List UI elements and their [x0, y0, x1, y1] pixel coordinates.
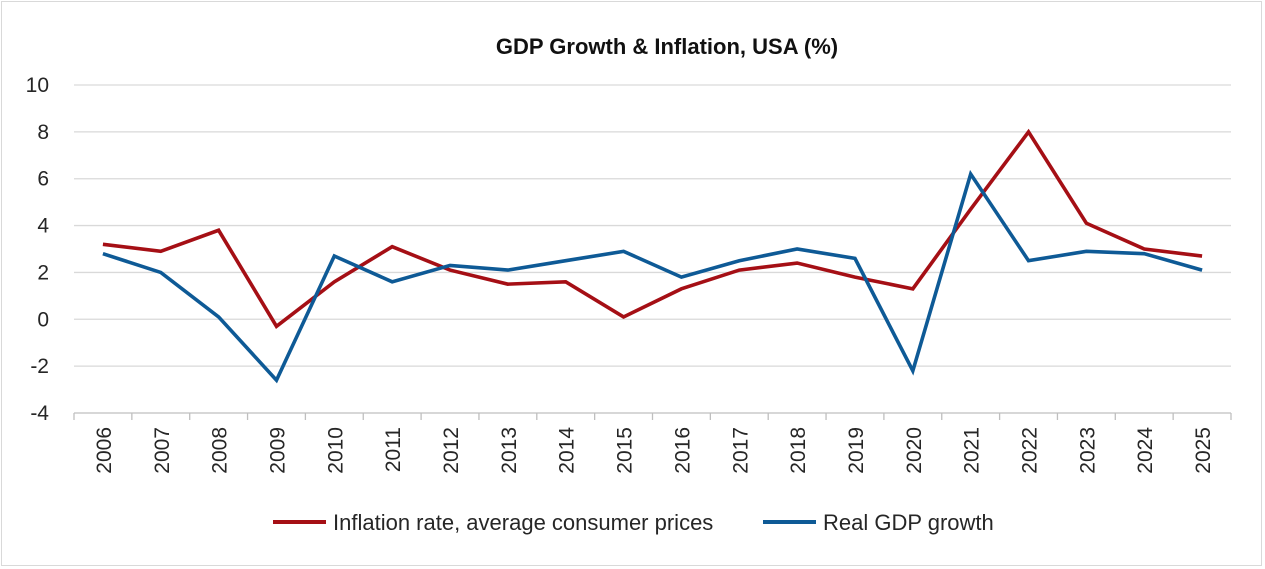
x-tick-label: 2025	[1192, 427, 1215, 474]
x-tick-label: 2014	[556, 427, 579, 474]
x-tick-label: 2007	[151, 427, 174, 474]
x-axis	[73, 412, 1232, 420]
x-tick-label: 2016	[671, 427, 694, 474]
legend-label-gdp: Real GDP growth	[823, 510, 994, 535]
y-tick-label: 2	[37, 261, 49, 284]
y-tick-label: 10	[26, 74, 49, 97]
x-tick-label: 2008	[209, 427, 232, 474]
y-tick-label: 4	[37, 215, 49, 238]
x-tick-label: 2021	[961, 427, 984, 474]
x-tick-label: 2011	[382, 427, 405, 472]
x-tick-label: 2020	[903, 427, 926, 474]
x-tick-label: 2012	[440, 427, 463, 474]
gdp-growth-line	[102, 169, 1203, 384]
x-tick-label: 2024	[1134, 427, 1157, 474]
y-tick-label: 0	[37, 308, 49, 331]
y-axis-tick-labels: 10 8 6 4 2 0 -2 -4	[26, 74, 50, 425]
x-tick-label: 2013	[498, 427, 521, 474]
x-tick-label: 2023	[1076, 427, 1099, 474]
legend: Inflation rate, average consumer prices …	[273, 510, 994, 535]
x-tick-label: 2017	[729, 427, 752, 474]
x-tick-label: 2019	[845, 427, 868, 474]
gridlines	[74, 84, 1231, 367]
x-tick-label: 2006	[93, 427, 116, 474]
y-tick-label: -4	[30, 402, 49, 425]
x-tick-label: 2010	[324, 427, 347, 474]
y-tick-label: -2	[30, 355, 49, 378]
x-axis-tick-labels: 2006 2007 2008 2009 2010 2011 2012 2013 2014 2015…	[93, 427, 1215, 474]
chart-title: GDP Growth & Inflation, USA (%)	[496, 34, 838, 59]
legend-label-inflation: Inflation rate, average consumer prices	[333, 510, 713, 535]
x-tick-label: 2018	[787, 427, 810, 474]
x-tick-label: 2015	[614, 427, 637, 474]
x-tick-label: 2009	[266, 427, 289, 474]
y-tick-label: 6	[37, 168, 49, 191]
y-tick-label: 8	[37, 121, 49, 144]
x-tick-label: 2022	[1019, 427, 1042, 474]
series-lines	[102, 128, 1203, 384]
inflation-line	[102, 128, 1203, 329]
